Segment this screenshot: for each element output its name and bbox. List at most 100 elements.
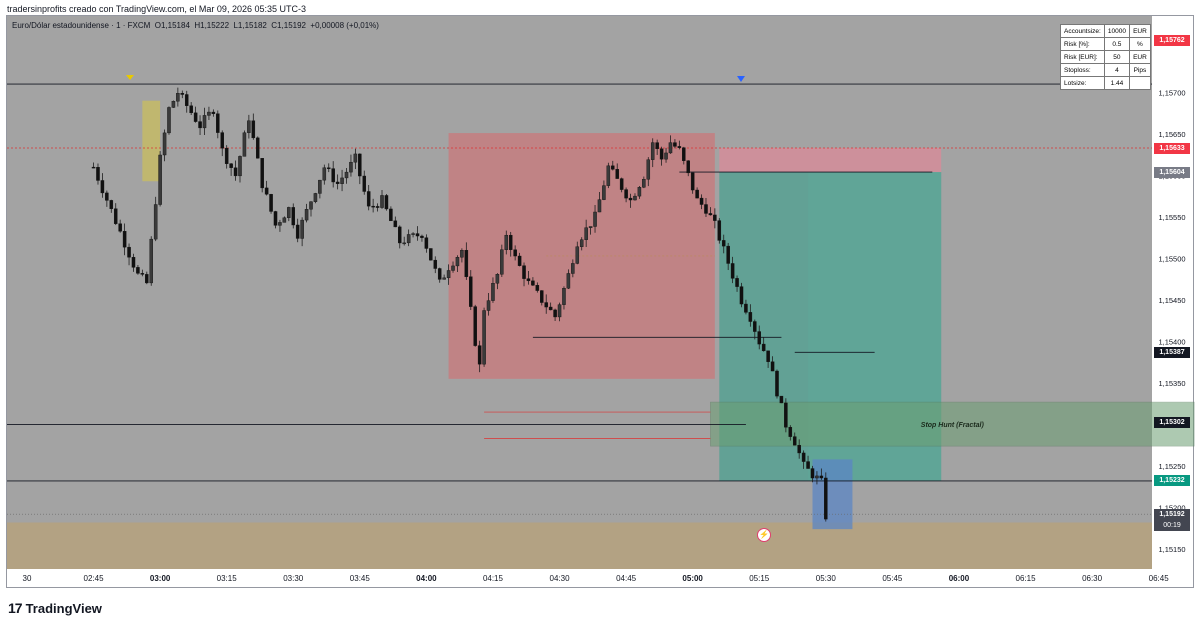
candle — [149, 236, 153, 286]
candle-body — [686, 160, 690, 174]
candle-body — [664, 152, 668, 160]
candle-body — [207, 111, 211, 116]
candle — [566, 269, 571, 289]
candle-body — [375, 206, 380, 208]
candle-body — [642, 179, 646, 188]
candle — [571, 259, 575, 278]
candle — [446, 264, 451, 285]
candle — [753, 319, 757, 340]
candle — [198, 115, 202, 136]
candle — [761, 337, 766, 352]
symbol-name: Euro/Dólar estadounidense · 1 · FXCM — [12, 21, 151, 30]
candle-body — [486, 300, 491, 311]
candle-body — [247, 120, 251, 133]
candle — [411, 232, 415, 238]
candle — [495, 273, 500, 290]
info-value: 10000 — [1103, 24, 1130, 38]
candle — [508, 231, 513, 257]
candle — [659, 146, 664, 166]
candle — [526, 270, 531, 285]
candle-body — [202, 115, 207, 129]
candle-body — [406, 234, 411, 244]
candle-body — [633, 195, 637, 201]
candle-body — [455, 257, 460, 267]
candle — [469, 270, 473, 311]
candle — [389, 206, 393, 222]
candle-body — [353, 153, 358, 163]
candle — [792, 432, 797, 446]
candle-body — [131, 257, 136, 268]
candle-body — [615, 169, 619, 179]
info-row: Risk [%]: 0.5% — [1060, 37, 1151, 51]
candle — [788, 425, 793, 441]
candle — [153, 196, 158, 242]
x-tick-label: 05:45 — [882, 574, 903, 583]
candle — [682, 146, 686, 165]
candle-body — [744, 303, 748, 313]
tradingview-footer[interactable]: 17 TradingView — [8, 600, 102, 616]
candle-body — [220, 132, 224, 149]
candle-body — [819, 475, 824, 479]
y-tick-label: 1,15250 — [1158, 462, 1185, 471]
candle — [535, 282, 540, 293]
candle-body — [579, 239, 584, 247]
candle — [548, 302, 553, 311]
info-row: Risk [EUR]: 50 EUR — [1060, 50, 1151, 64]
price-label: 1,15302 — [1154, 417, 1190, 429]
candle — [96, 163, 100, 185]
x-tick-label: 04:45 — [616, 574, 637, 583]
candle — [358, 153, 362, 185]
candle — [300, 217, 304, 247]
candle — [699, 194, 704, 210]
candle — [393, 216, 398, 228]
candle-body — [398, 226, 402, 244]
candle-body — [553, 309, 557, 318]
candle-body — [402, 242, 406, 245]
candle — [650, 138, 655, 168]
candle — [127, 243, 131, 266]
candle-body — [229, 163, 233, 168]
candle — [287, 206, 291, 222]
candle-body — [699, 197, 704, 205]
candle — [273, 210, 278, 229]
candle — [384, 194, 389, 211]
info-unit: EUR — [1128, 24, 1151, 38]
candle — [637, 186, 642, 199]
x-tick-label: 02:45 — [84, 574, 105, 583]
lightning-icon[interactable]: ⚡ — [757, 528, 771, 542]
candle — [721, 234, 726, 254]
candle — [340, 169, 344, 192]
candle-body — [544, 302, 548, 308]
candle-body — [264, 187, 269, 195]
candle-body — [122, 231, 127, 248]
x-tick-label: 03:45 — [350, 574, 371, 583]
candle — [118, 219, 122, 233]
candle-body — [588, 226, 593, 228]
candle-body — [806, 461, 810, 469]
candle — [540, 290, 544, 306]
candle — [517, 252, 522, 267]
candle-body — [522, 265, 526, 279]
candle-body — [109, 200, 114, 209]
highlight-box — [142, 100, 161, 182]
candle — [677, 140, 682, 150]
candle-body — [650, 142, 655, 160]
price-label: 1,15604 — [1154, 166, 1190, 178]
candle-body — [198, 121, 202, 129]
candle-body — [704, 204, 708, 214]
x-tick-label: 05:00 — [682, 574, 703, 583]
candle — [815, 471, 819, 485]
bottom-zone — [7, 522, 1152, 569]
candle-body — [792, 436, 797, 446]
candle-body — [171, 100, 176, 108]
candle-body — [757, 331, 761, 345]
yellow-triangle-marker-icon — [126, 75, 134, 80]
candle-body — [677, 146, 682, 148]
candle — [242, 130, 247, 157]
candle-body — [437, 268, 442, 280]
candle-body — [380, 195, 384, 208]
candle — [477, 340, 482, 373]
candle — [380, 189, 384, 209]
candle-body — [810, 468, 815, 479]
